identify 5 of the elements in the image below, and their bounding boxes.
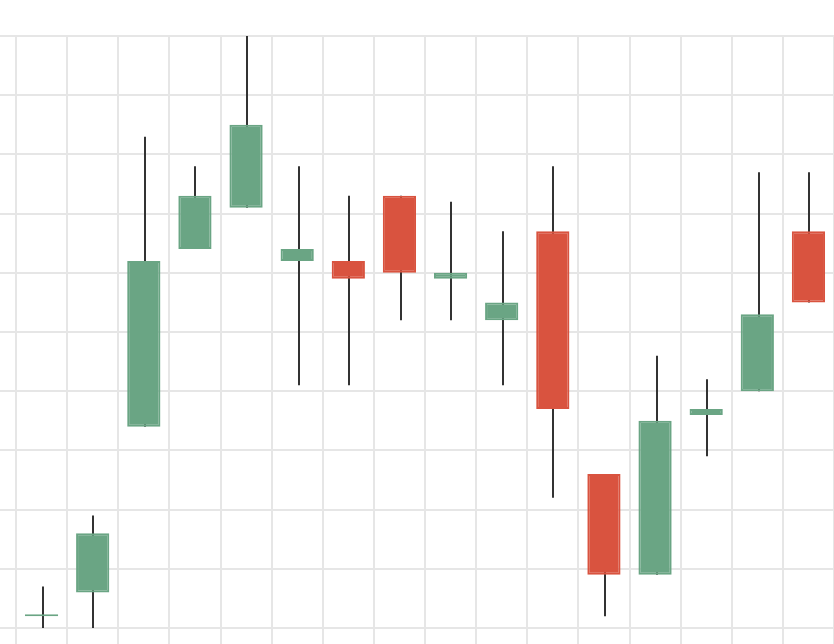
candlestick bbox=[280, 165, 314, 387]
candlestick bbox=[433, 200, 468, 322]
candlestick bbox=[485, 230, 519, 387]
candlestick bbox=[331, 194, 365, 387]
candlestick bbox=[689, 378, 723, 458]
